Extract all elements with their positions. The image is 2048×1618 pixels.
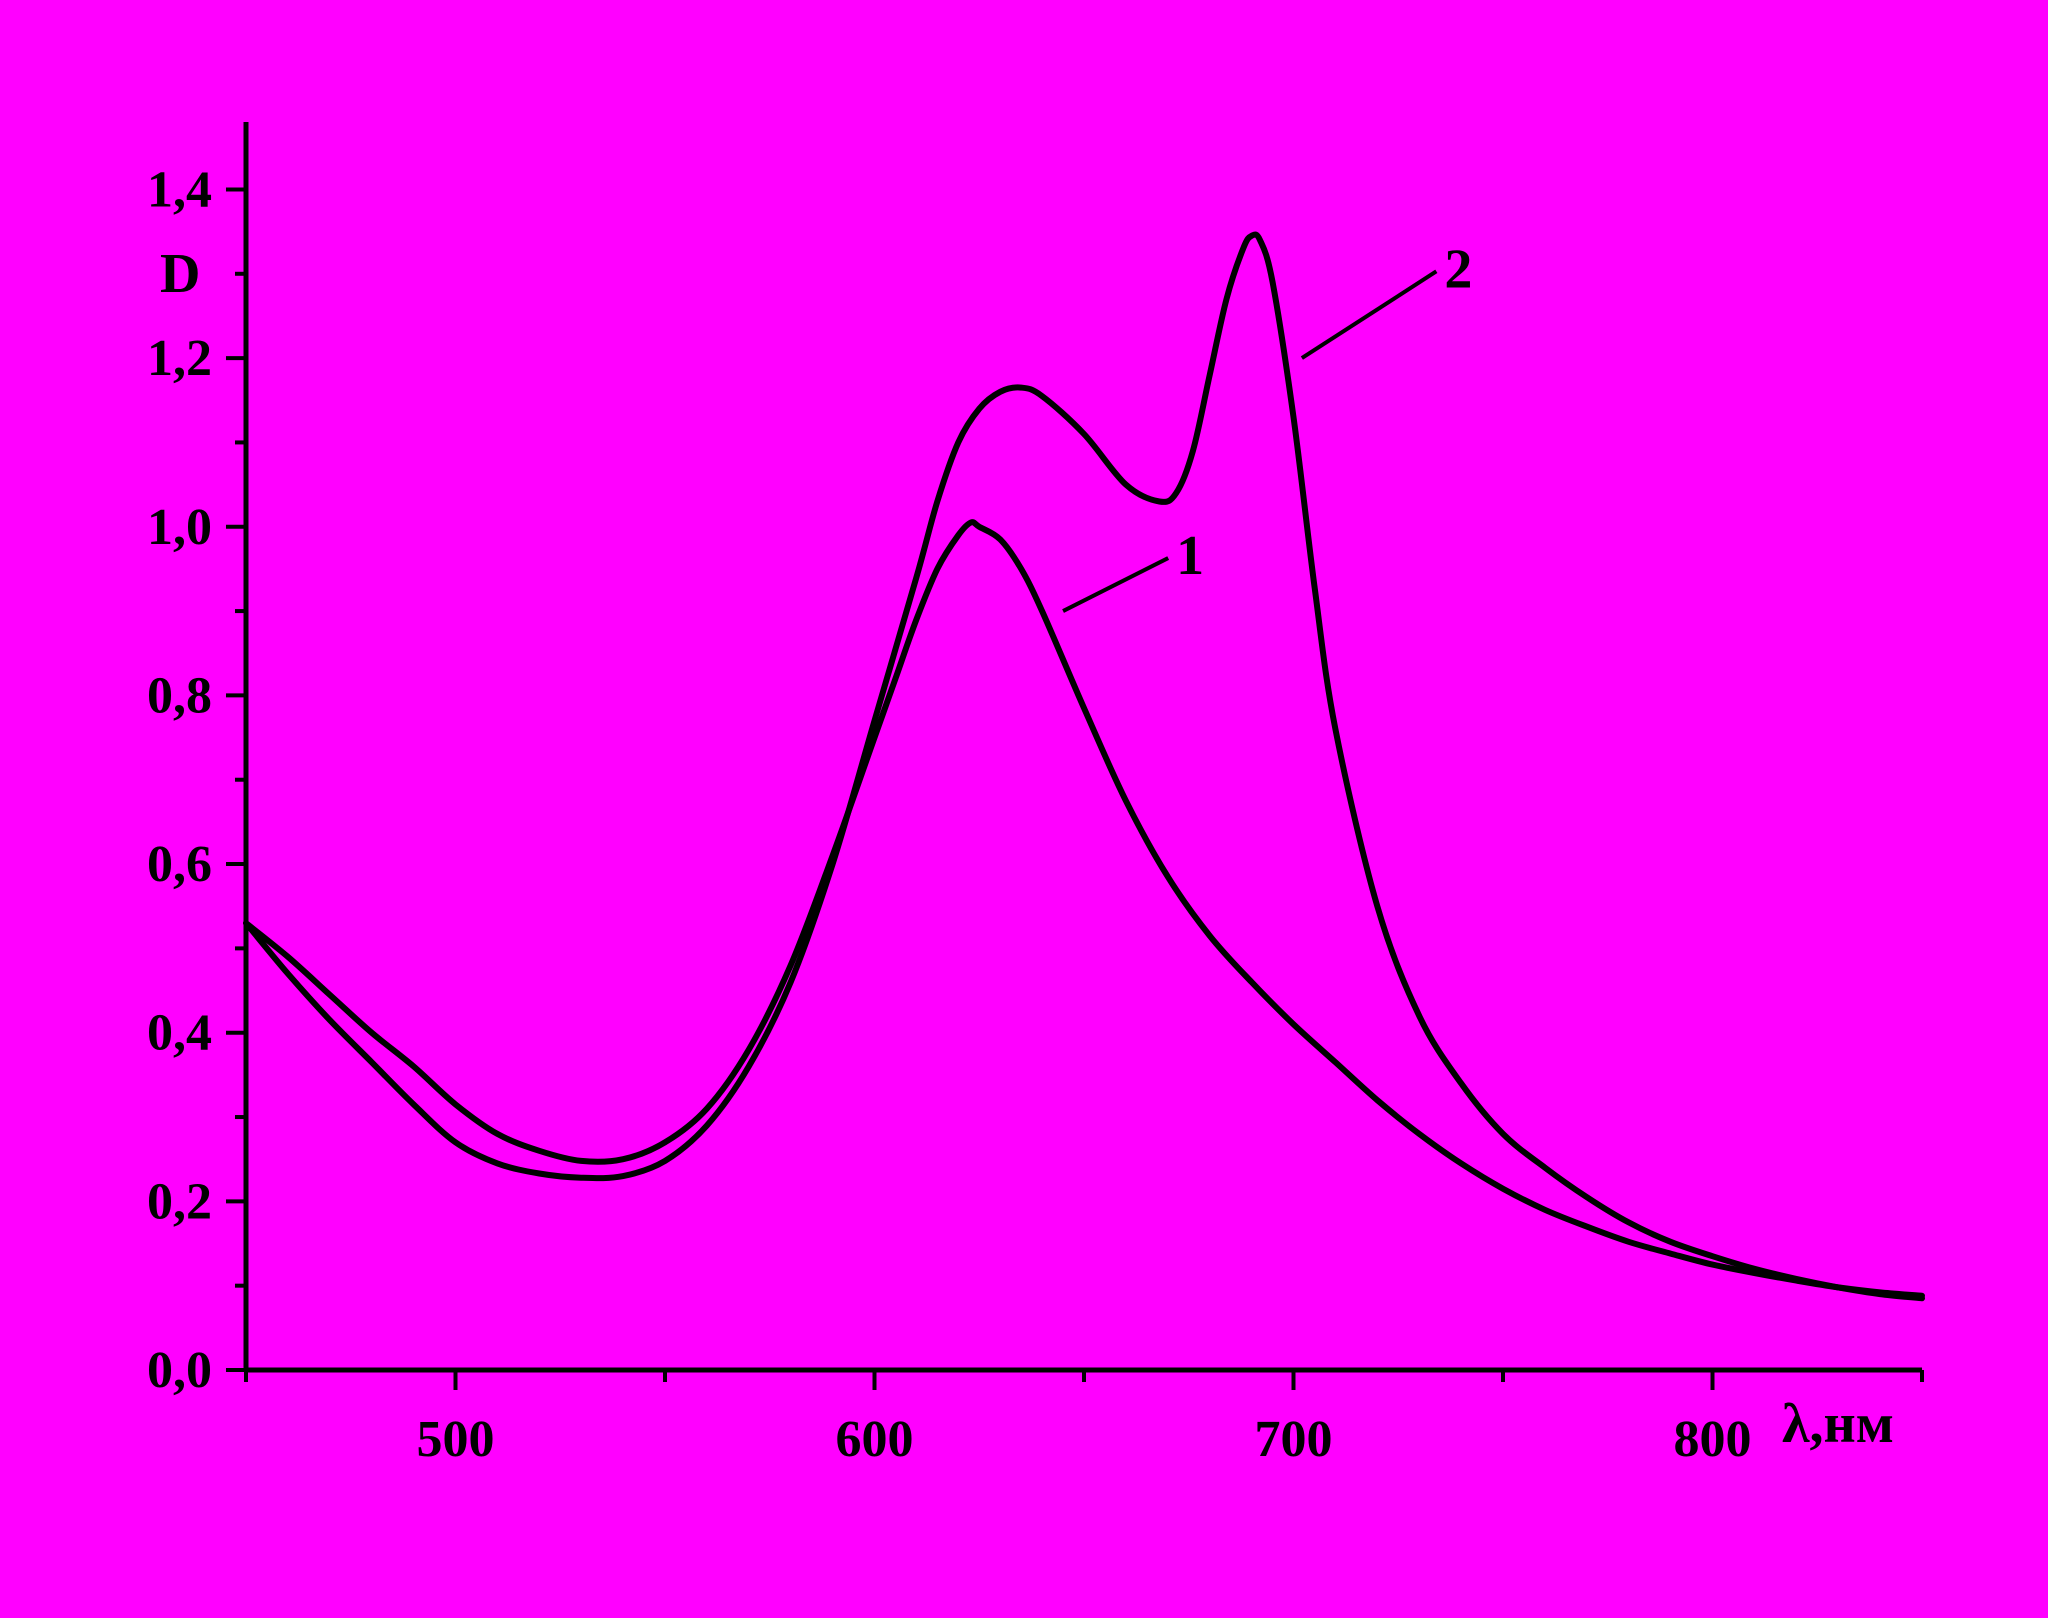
y-tick-label: 0,4 <box>147 1005 212 1062</box>
axes <box>226 122 1924 1390</box>
series-2-line <box>243 231 1925 1302</box>
y-tick-label: 0,6 <box>147 836 212 893</box>
y-tick-label: 1,0 <box>147 499 212 556</box>
x-tick-label: 600 <box>836 1411 914 1468</box>
series-2-label: 2 <box>1444 238 1472 300</box>
series-1-label: 1 <box>1176 525 1204 587</box>
x-tick-label: 700 <box>1255 1411 1333 1468</box>
y-tick-label: 0,8 <box>147 667 212 724</box>
y-tick-label: 1,4 <box>147 161 212 218</box>
series-1-line <box>243 519 1925 1299</box>
x-tick-label: 500 <box>417 1411 495 1468</box>
x-tick-label: 800 <box>1674 1411 1752 1468</box>
x-axis-title: λ,нм <box>1782 1393 1894 1455</box>
y-tick-label: 0,0 <box>147 1342 212 1399</box>
series-1-leader-line <box>1062 556 1170 613</box>
labels: 0,0 0,2 0,4 0,6 0,8 1,0 1,2 1,4 500 600 700 800 Dλ,н… <box>147 161 1894 1468</box>
y-axis-title: D <box>160 243 200 305</box>
y-tick-label: 1,2 <box>147 330 212 387</box>
series-2-leader-line <box>1300 269 1438 360</box>
curves <box>243 231 1925 1302</box>
y-tick-label: 0,2 <box>147 1173 212 1230</box>
